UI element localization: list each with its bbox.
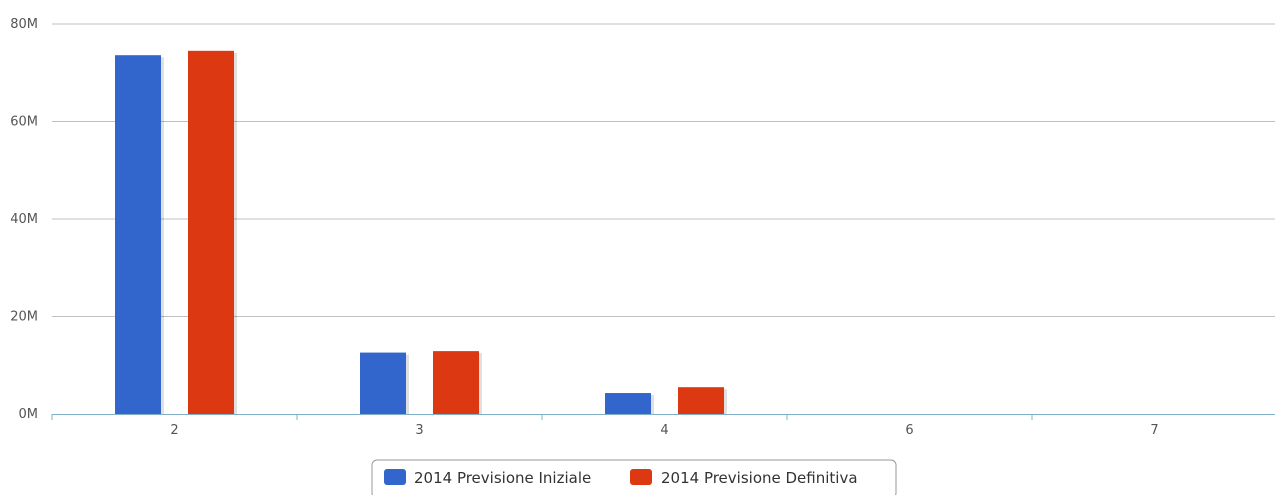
x-tick-label-4: 4 (660, 423, 668, 438)
bar-iniziale-cat-2[interactable] (115, 55, 161, 414)
x-tick-label-7: 7 (1150, 423, 1158, 438)
grid-lines (52, 23, 1275, 317)
y-tick-label: 20M (10, 310, 38, 325)
bars (115, 50, 727, 414)
y-axis-tick-labels: 0M 20M 40M 60M 80M (10, 17, 38, 422)
legend-label-previsione-definitiva[interactable]: 2014 Previsione Definitiva (661, 469, 858, 487)
x-axis-tick-labels: 2 3 4 6 7 (51, 414, 1159, 438)
x-tick-label-2: 2 (170, 423, 178, 438)
y-tick-label: 60M (10, 115, 38, 130)
legend: 2014 Previsione Iniziale 2014 Previsione… (371, 459, 897, 495)
bar-iniziale-cat-3[interactable] (360, 352, 406, 414)
bar-iniziale-cat-4[interactable] (605, 393, 651, 414)
y-tick-label: 40M (10, 212, 38, 227)
bar-definitiva-cat-4[interactable] (678, 387, 724, 414)
legend-swatch-previsione-iniziale (384, 469, 406, 485)
legend-swatch-previsione-definitiva (630, 469, 652, 485)
legend-label-previsione-iniziale[interactable]: 2014 Previsione Iniziale (414, 469, 591, 487)
y-tick-label: 80M (10, 17, 38, 32)
x-tick-label-3: 3 (415, 423, 423, 438)
y-tick-label: 0M (19, 407, 39, 422)
bar-definitiva-cat-3[interactable] (433, 351, 479, 414)
bar-definitiva-cat-2[interactable] (188, 50, 234, 414)
x-tick-label-6: 6 (905, 423, 913, 438)
